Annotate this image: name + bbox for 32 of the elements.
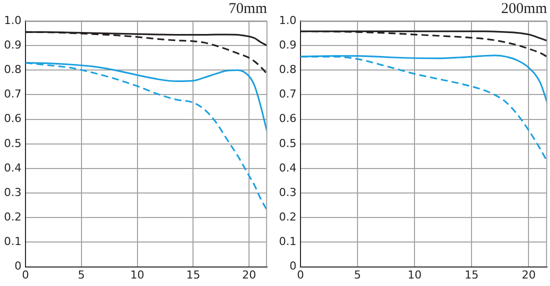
- y-tick-label: 0.6: [4, 112, 22, 126]
- y-tick-label: 0: [289, 260, 296, 273]
- x-tick-label: 15: [186, 268, 200, 282]
- y-tick-label: 0.8: [278, 63, 296, 76]
- y-tick-label: 0.7: [278, 88, 296, 101]
- x-tick-label: 5: [78, 268, 85, 282]
- y-tick-label: 0.4: [4, 161, 22, 174]
- y-tick-label: 0.2: [278, 210, 296, 224]
- y-tick-label: 0.9: [278, 38, 296, 52]
- y-tick-label: 0.3: [4, 186, 22, 199]
- y-tick-label: 0.8: [4, 63, 22, 76]
- y-tick-label: 1.0: [278, 14, 296, 27]
- y-tick-label: 0.2: [4, 210, 22, 224]
- y-tick-label: 0.4: [278, 161, 296, 174]
- y-tick-label: 0.1: [4, 235, 22, 248]
- y-tick-label: 0.1: [278, 235, 296, 248]
- x-tick-label: 5: [354, 268, 362, 282]
- x-tick-label: 20: [522, 268, 536, 282]
- y-tick-label: 0: [14, 260, 22, 273]
- chart-title: 200mm: [501, 0, 548, 17]
- y-tick-label: 0.9: [4, 38, 22, 52]
- x-tick-label: 15: [464, 268, 479, 282]
- y-tick-label: 0.7: [4, 88, 22, 101]
- y-tick-label: 1.0: [4, 14, 22, 27]
- y-tick-label: 0.5: [278, 136, 296, 150]
- x-tick-label: 20: [242, 268, 256, 282]
- y-tick-label: 0.6: [278, 112, 296, 126]
- x-tick-label: 10: [130, 268, 144, 282]
- chart-title: 70mm: [228, 0, 268, 17]
- y-tick-label: 0.3: [278, 186, 296, 199]
- x-tick-label: 10: [408, 268, 422, 282]
- y-tick-label: 0.5: [4, 136, 22, 150]
